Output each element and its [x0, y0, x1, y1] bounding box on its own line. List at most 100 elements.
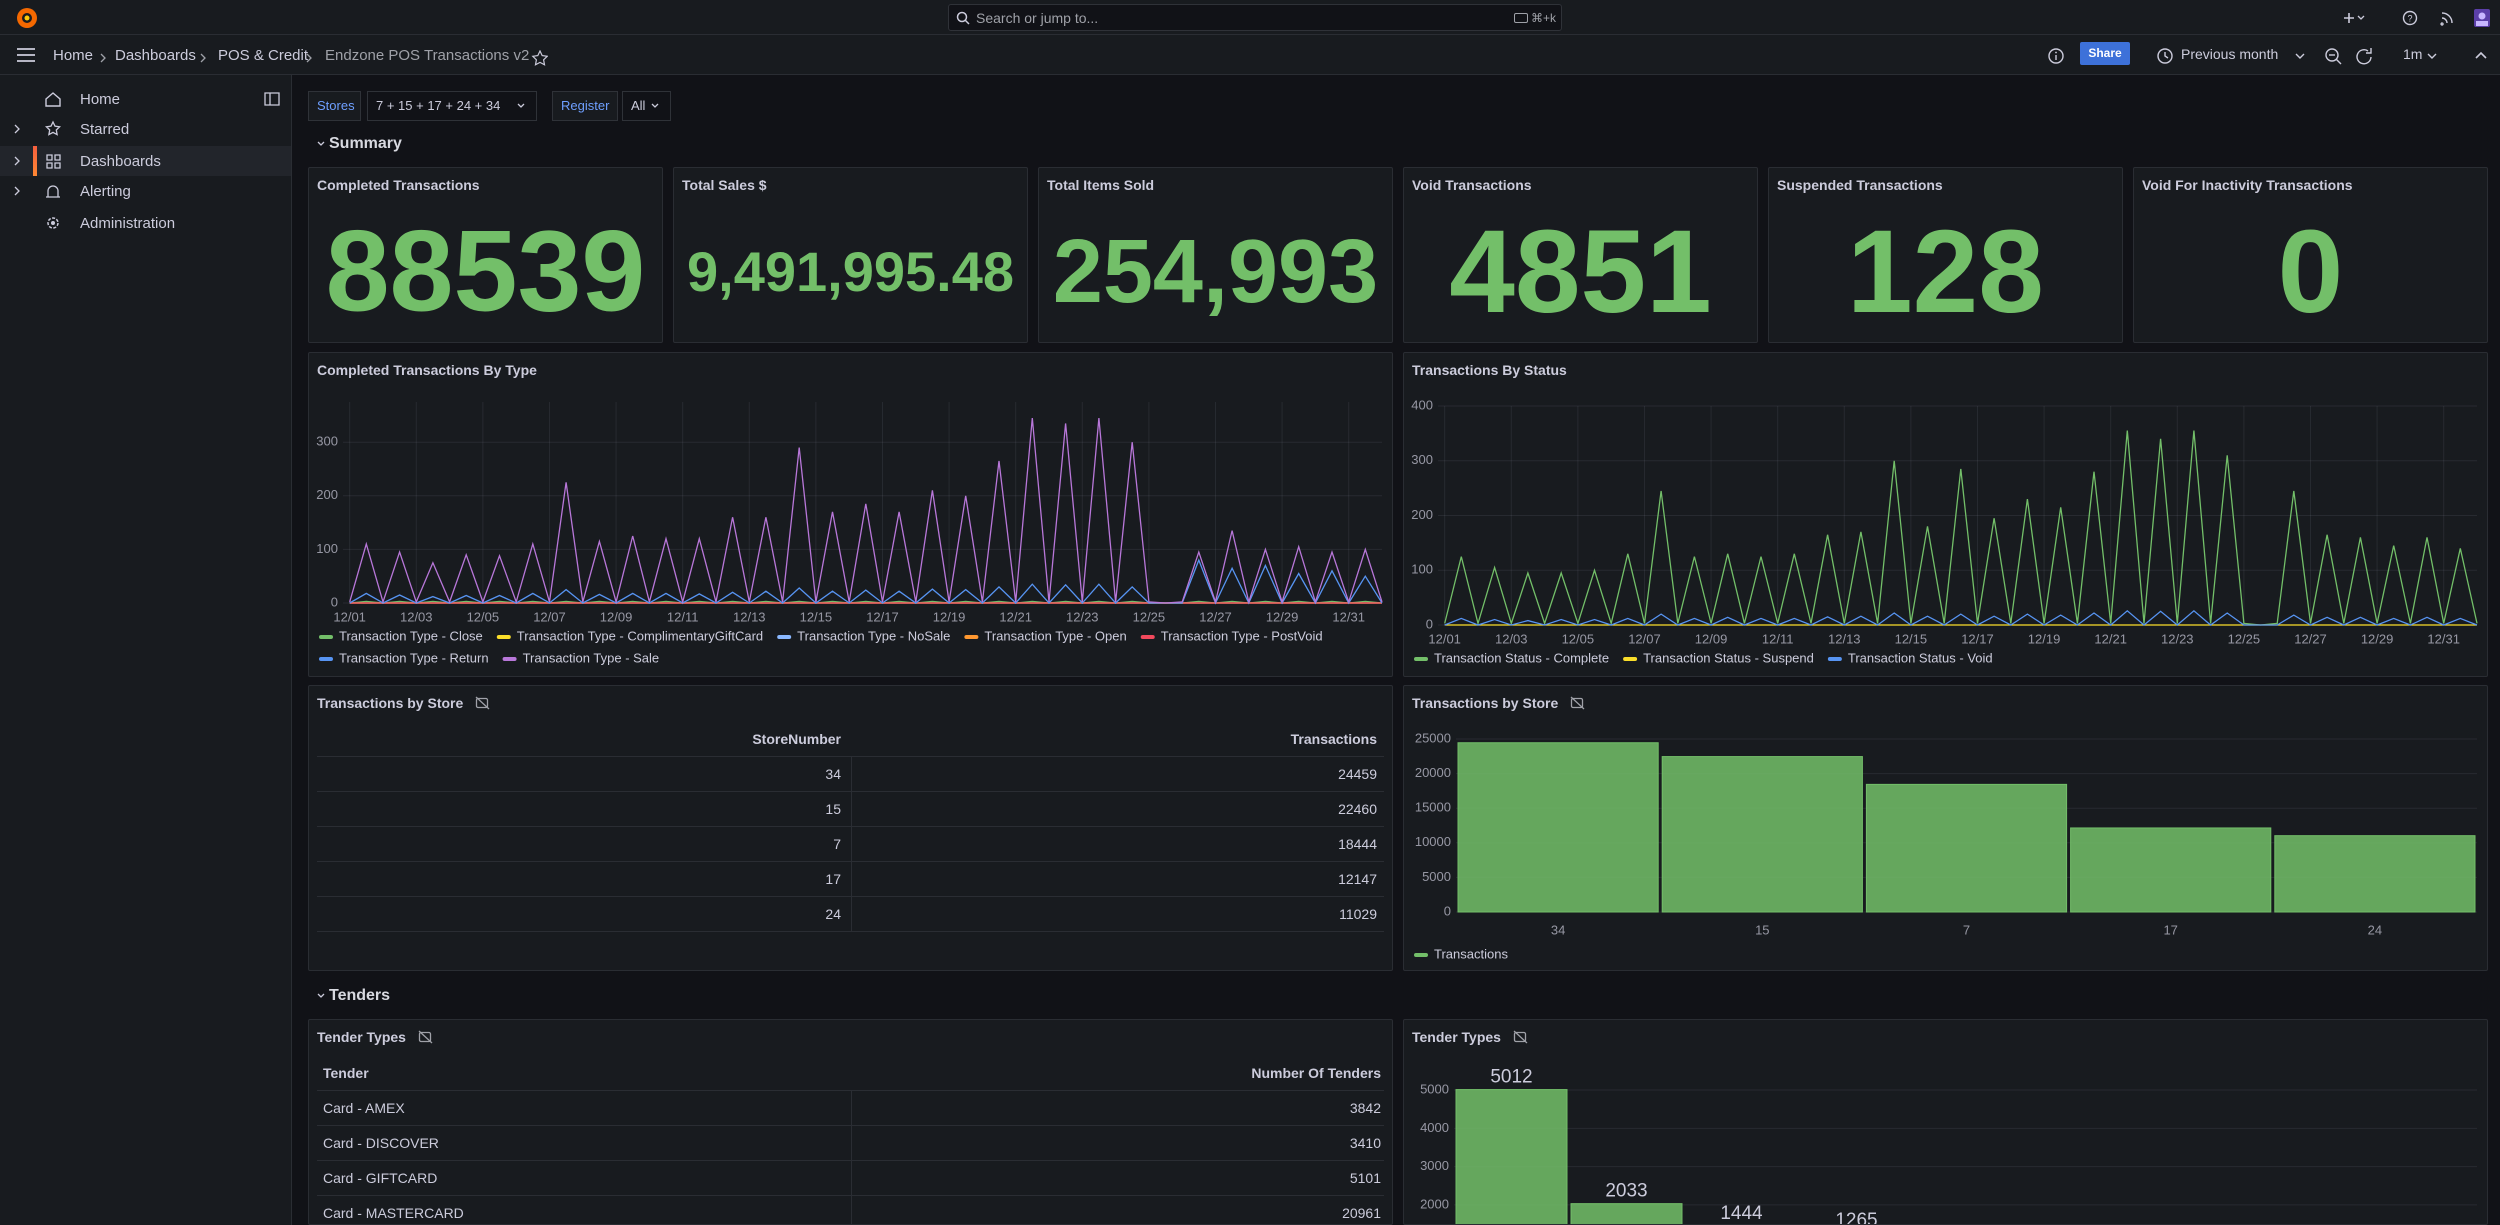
nav-item[interactable]: Alerting: [0, 176, 291, 206]
share-button[interactable]: Share: [2080, 42, 2130, 65]
table-cell: Card - GIFTCARD: [323, 1170, 438, 1186]
nav-label: Alerting: [80, 183, 131, 200]
nav-item[interactable]: Home: [0, 84, 291, 114]
legend-swatch: [1414, 657, 1428, 661]
y-tick-label: 0: [1426, 616, 1433, 631]
series-line: [1444, 430, 2478, 626]
row-title[interactable]: Summary: [329, 135, 402, 152]
grafana-logo[interactable]: [14, 5, 40, 31]
nav-label: Starred: [80, 121, 130, 138]
legend-item[interactable]: Transaction Type - Sale: [502, 650, 660, 665]
nav-icons: [14, 92, 280, 229]
legend-label: Transactions: [1434, 946, 1508, 961]
variable-value: All: [631, 98, 646, 113]
x-tick-label: 12/07: [1628, 631, 1661, 646]
x-tick-label: 12/19: [2028, 631, 2061, 646]
value-label: 5012: [1490, 1067, 1532, 1088]
legend-item[interactable]: Transaction Type - Return: [319, 650, 489, 665]
legend-item[interactable]: Transaction Type - Close: [319, 628, 483, 643]
row-title[interactable]: Tenders: [329, 987, 391, 1004]
chart: 0 100 200 300 12/01 12/03 12/05 12/07 12/09 12/11…: [316, 402, 1383, 665]
table-cell: 20961: [1342, 1205, 1381, 1221]
bar: [1457, 742, 1659, 913]
panel: Void Transactions 4851: [1403, 167, 1758, 343]
y-tick-label: 100: [1411, 562, 1433, 577]
y-tick-label: 3000: [1420, 1158, 1449, 1173]
panel: Transactions by Store StoreNumber Transact…: [308, 685, 1393, 971]
legend-item[interactable]: Transaction Status - Complete: [1414, 650, 1609, 665]
search-icon: [956, 11, 970, 25]
y-tick-label: 5000: [1422, 869, 1451, 884]
panel-title: Transactions by Store: [1412, 695, 1586, 711]
x-tick-label: 17: [2163, 922, 2177, 937]
variable-select[interactable]: All: [622, 91, 671, 121]
variable-select[interactable]: 7 + 15 + 17 + 24 + 34: [367, 91, 537, 121]
search-box[interactable]: Search or jump to... ⌘+k: [948, 4, 1562, 31]
bar: [2070, 827, 2272, 913]
legend-swatch: [1414, 953, 1428, 957]
table-header: StoreNumber: [752, 731, 841, 747]
y-tick-label: 20000: [1415, 765, 1451, 780]
table-cell: 22460: [1338, 801, 1377, 817]
table-cell: 3842: [1349, 1100, 1381, 1116]
top-icons[interactable]: ?: [2340, 9, 2490, 27]
legend-item[interactable]: Transactions: [1414, 946, 1508, 961]
legend-item[interactable]: Transaction Status - Suspend: [1623, 650, 1814, 665]
sidebar: Home Starred Dashboards Alerting Adminis…: [0, 75, 292, 1225]
row-border: [317, 1090, 1384, 1091]
x-tick-label: 12/03: [1495, 631, 1528, 646]
value-label: 1265: [1835, 1210, 1877, 1224]
panel-title: Tender Types: [1412, 1029, 1529, 1045]
legend-item[interactable]: Transaction Type - PostVoid: [1140, 628, 1323, 643]
legend-label: Transaction Type - Open: [984, 628, 1126, 643]
row-border: [317, 896, 1384, 897]
legend-item[interactable]: Transaction Type - Open: [964, 628, 1127, 643]
variable-label: Register: [552, 91, 618, 121]
y-tick-label: 0: [331, 594, 338, 609]
legend-item[interactable]: Transaction Status - Void: [1827, 650, 1993, 665]
breadcrumb[interactable]: Home: [53, 47, 94, 64]
x-tick-label: 12/23: [1066, 609, 1099, 624]
panel: Completed Transactions 88539: [308, 167, 663, 343]
chart: 0 100 200 300 400 12/01 12/03 12/05 12/07 12/09 12…: [1411, 397, 2478, 665]
table-cell: Card - MASTERCARD: [323, 1205, 464, 1221]
nav-item[interactable]: Administration: [0, 208, 291, 238]
panel: Tender Types Tender Number Of Tenders Card …: [308, 1019, 1393, 1225]
nav-item[interactable]: Starred: [0, 114, 291, 144]
bar: [1570, 1203, 1683, 1224]
legend-label: Transaction Type - Sale: [523, 650, 660, 665]
panel-title: Total Items Sold: [1047, 177, 1155, 193]
breadcrumb[interactable]: Dashboards: [115, 47, 196, 64]
panel: Completed Transactions By Type 0 100 200 300…: [308, 352, 1393, 677]
value-label: 2033: [1605, 1181, 1647, 1202]
x-tick-label: 12/05: [467, 609, 500, 624]
x-tick-label: 12/13: [733, 609, 766, 624]
breadcrumb[interactable]: POS & Credit: [218, 47, 309, 64]
legend-swatch: [496, 635, 511, 639]
panel-title: Void For Inactivity Transactions: [2142, 177, 2353, 193]
refresh-interval[interactable]: 1m: [2403, 46, 2423, 62]
legend-label: Transaction Type - PostVoid: [1161, 628, 1323, 643]
x-tick-label: 15: [1755, 922, 1769, 937]
legend-item[interactable]: Transaction Type - NoSale: [777, 628, 950, 643]
legend-item[interactable]: Transaction Type - ComplimentaryGiftCard: [496, 628, 763, 643]
nav-item-active[interactable]: Dashboards: [0, 146, 291, 176]
y-tick-label: 2000: [1420, 1196, 1449, 1211]
y-tick-label: 25000: [1415, 730, 1451, 745]
legend-label: Transaction Status - Complete: [1434, 650, 1609, 665]
variable-label: Stores: [308, 91, 361, 121]
table-cell: 5101: [1349, 1170, 1381, 1186]
x-tick-label: 12/09: [600, 609, 633, 624]
time-range[interactable]: Previous month: [2181, 46, 2279, 62]
x-tick-label: 12/09: [1695, 631, 1728, 646]
legend-swatch: [319, 657, 333, 661]
toolbar-icons[interactable]: [2042, 46, 2500, 66]
x-tick-label: 12/17: [866, 609, 899, 624]
svg-text:?: ?: [2407, 13, 2412, 23]
icon-shape: [1571, 697, 1584, 709]
x-tick-label: 34: [1551, 922, 1565, 937]
stat-value: 0: [2277, 206, 2344, 338]
menu-icon[interactable]: [16, 47, 36, 63]
x-tick-label: 12/31: [1332, 609, 1365, 624]
y-tick-label: 100: [316, 541, 338, 556]
